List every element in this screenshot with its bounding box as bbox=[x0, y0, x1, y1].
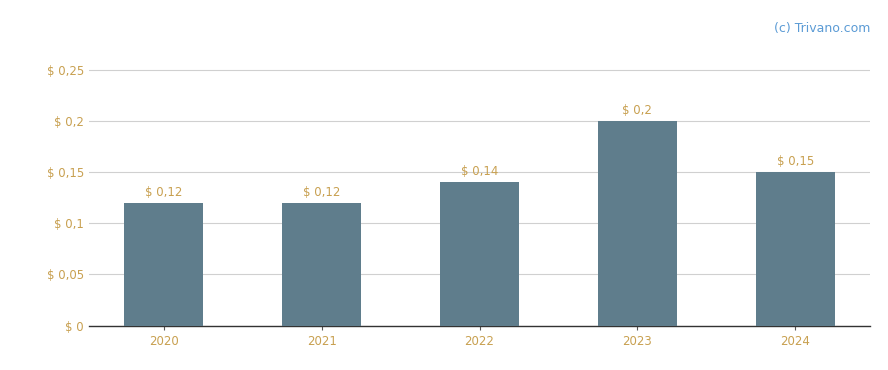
Text: $ 0,2: $ 0,2 bbox=[622, 104, 653, 117]
Bar bbox=[440, 182, 519, 326]
Text: $ 0,12: $ 0,12 bbox=[145, 186, 182, 199]
Bar bbox=[282, 203, 361, 326]
Bar bbox=[124, 203, 203, 326]
Text: $ 0,14: $ 0,14 bbox=[461, 165, 498, 178]
Bar bbox=[598, 121, 677, 326]
Text: $ 0,15: $ 0,15 bbox=[777, 155, 814, 168]
Bar bbox=[756, 172, 835, 326]
Text: (c) Trivano.com: (c) Trivano.com bbox=[773, 22, 870, 35]
Text: $ 0,12: $ 0,12 bbox=[303, 186, 340, 199]
